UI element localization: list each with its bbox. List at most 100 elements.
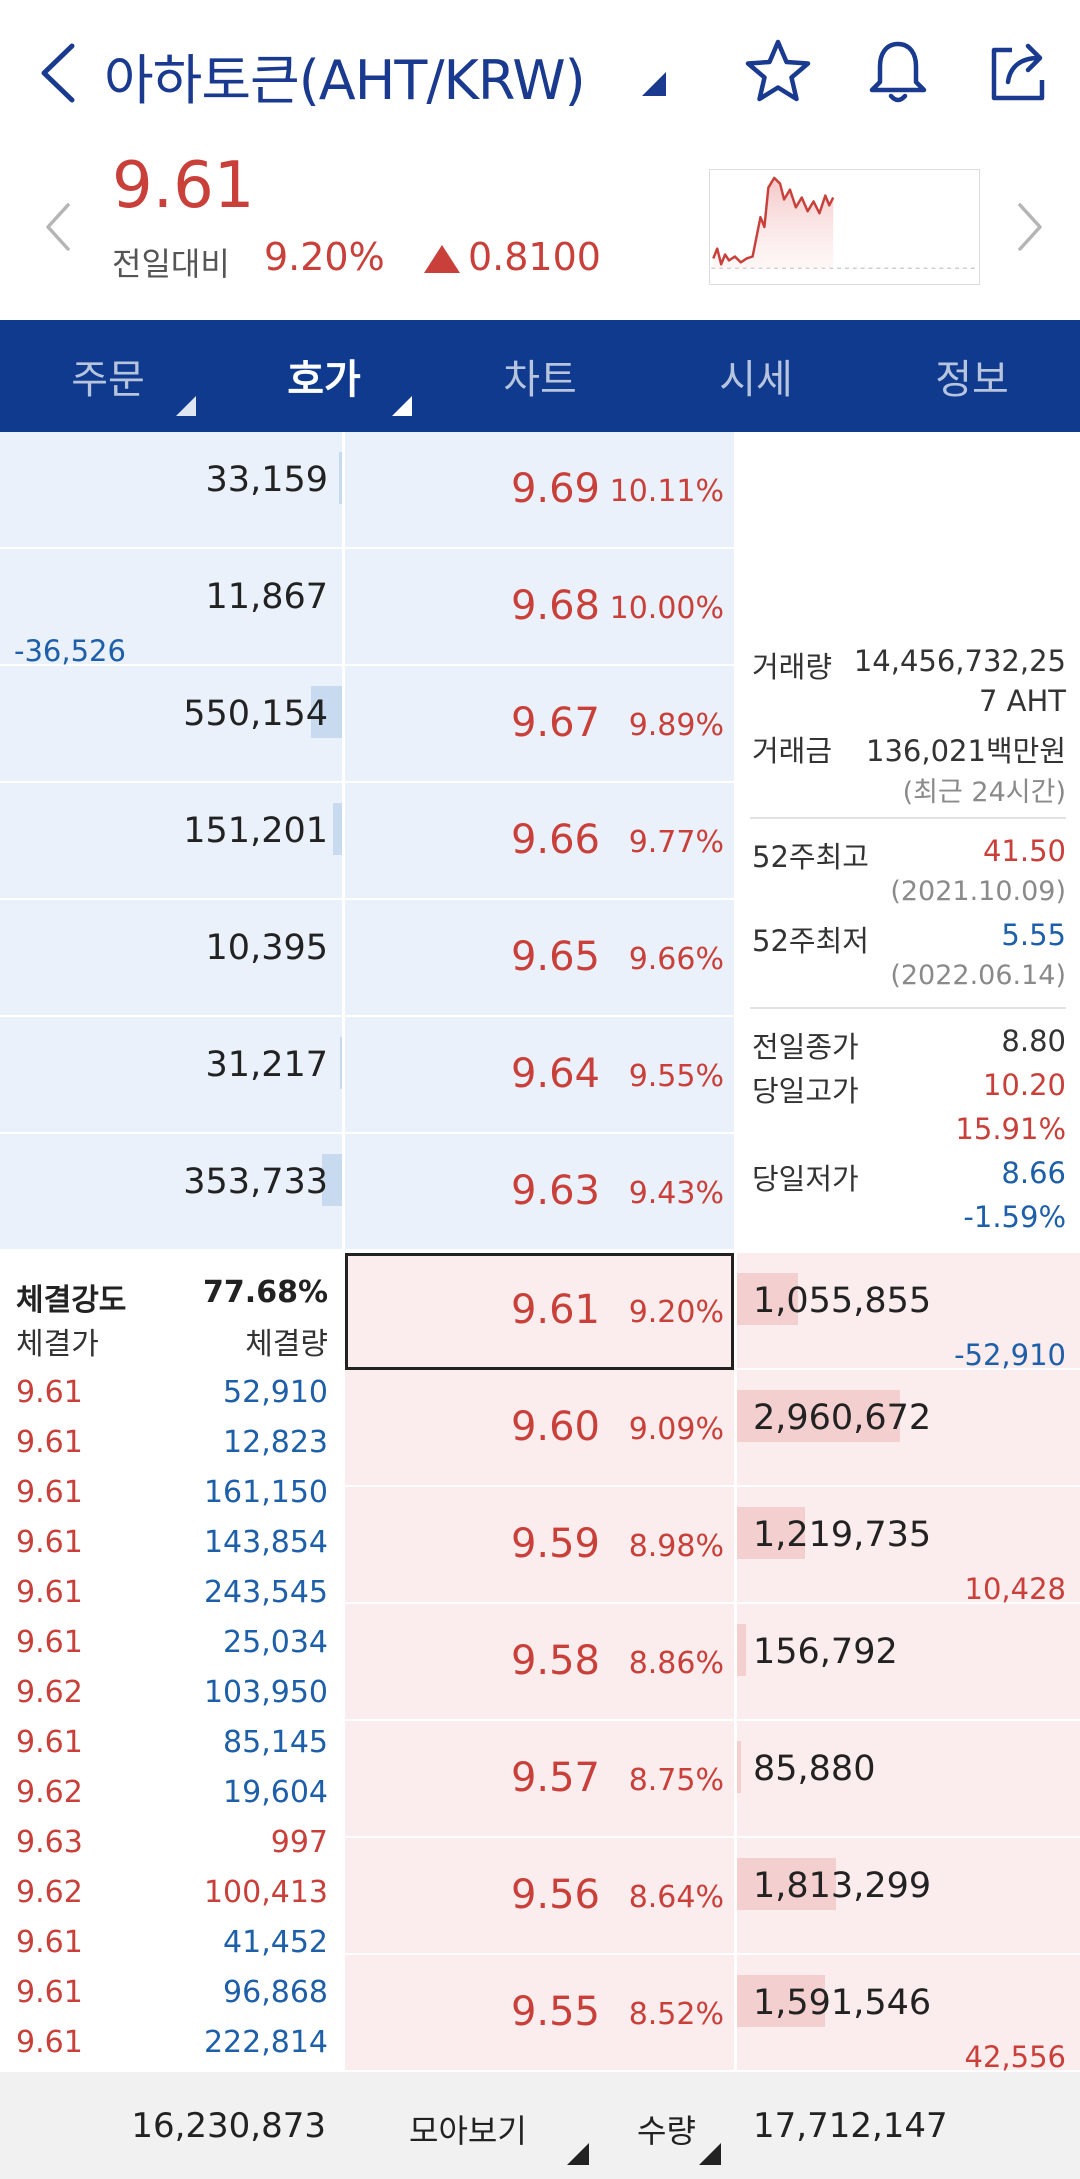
- volume-label: 거래량: [752, 650, 833, 684]
- ask-qty-bar: [340, 1037, 342, 1089]
- tab-market[interactable]: 시세: [648, 320, 864, 432]
- bell-icon[interactable]: [862, 36, 934, 108]
- tab-order[interactable]: 주문: [0, 320, 216, 432]
- bid-qty-bar: [737, 1858, 836, 1910]
- low52-date: (2022.06.14): [890, 960, 1066, 991]
- ask-qty-cell: 33,159: [0, 432, 342, 547]
- bid-percent: 8.98%: [628, 1529, 724, 1564]
- trade-volume: 19,604: [223, 1775, 328, 1810]
- share-icon[interactable]: [982, 36, 1054, 108]
- trade-price: 9.61: [16, 1575, 83, 1610]
- ask-percent: 10.11%: [609, 474, 724, 509]
- bid-price: 9.56: [510, 1872, 600, 1918]
- tab-orderbook[interactable]: 호가: [216, 320, 432, 432]
- ask-price-cell[interactable]: 9.65 9.66%: [345, 900, 734, 1015]
- bid-row[interactable]: 9.56 8.64% 1,813,299: [345, 1838, 1080, 1955]
- trade-volume: 243,545: [203, 1575, 328, 1610]
- dropdown-caret-icon[interactable]: [642, 72, 666, 96]
- bid-price-cell[interactable]: 9.56 8.64%: [345, 1838, 734, 1953]
- bid-qty-bar: [737, 1273, 798, 1325]
- total-bid-cell: 17,712,147: [737, 2072, 1080, 2179]
- trade-price: 9.61: [16, 1925, 83, 1960]
- volume-value-line1: 14,456,732,25: [853, 644, 1066, 678]
- prev-coin-icon[interactable]: [40, 197, 76, 257]
- ask-qty: 33,159: [205, 460, 328, 500]
- ask-price-cell[interactable]: 9.64 9.55%: [345, 1017, 734, 1132]
- tab-info[interactable]: 정보: [864, 320, 1080, 432]
- ask-row[interactable]: 11,867 -36,526 9.68 10.00%: [0, 549, 734, 668]
- tab-chart[interactable]: 차트: [432, 320, 648, 432]
- bid-price: 9.60: [510, 1404, 600, 1450]
- trade-row: 9.61 243,545: [0, 1575, 342, 1625]
- bid-qty-cell: 2,960,672: [737, 1370, 1080, 1485]
- tab-info-label: 정보: [935, 357, 1009, 403]
- bid-price-cell[interactable]: 9.57 8.75%: [345, 1721, 734, 1836]
- trade-volume: 52,910: [223, 1375, 328, 1410]
- ask-percent: 10.00%: [609, 591, 724, 626]
- bid-price-cell[interactable]: 9.55 8.52%: [345, 1955, 734, 2070]
- bid-row[interactable]: 9.57 8.75% 85,880: [345, 1721, 1080, 1838]
- ask-price-cell[interactable]: 9.63 9.43%: [345, 1134, 734, 1249]
- next-coin-icon[interactable]: [1012, 197, 1048, 257]
- bid-qty-bar: [737, 1975, 825, 2027]
- bid-percent: 8.52%: [628, 1997, 724, 2032]
- bid-price-cell[interactable]: 9.58 8.86%: [345, 1604, 734, 1719]
- ask-row[interactable]: 31,217 9.64 9.55%: [0, 1017, 734, 1134]
- ask-price-cell[interactable]: 9.66 9.77%: [345, 783, 734, 898]
- ask-qty-bar: [333, 803, 342, 855]
- bid-percent: 8.64%: [628, 1880, 724, 1915]
- bid-qty-cell: 1,813,299: [737, 1838, 1080, 1953]
- star-icon[interactable]: [742, 36, 814, 108]
- trade-volume: 100,413: [203, 1875, 328, 1910]
- ask-row[interactable]: 353,733 9.63 9.43%: [0, 1134, 734, 1251]
- trade-row: 9.61 161,150: [0, 1475, 342, 1525]
- prev-close-value: 8.80: [1001, 1024, 1066, 1058]
- ask-row[interactable]: 151,201 9.66 9.77%: [0, 783, 734, 900]
- trade-price: 9.61: [16, 1725, 83, 1760]
- current-price: 9.61: [112, 149, 255, 223]
- ask-qty: 10,395: [205, 928, 328, 968]
- trade-row: 9.62 19,604: [0, 1775, 342, 1825]
- quantity-caret-icon[interactable]: [699, 2143, 721, 2165]
- bid-qty-diff: 42,556: [964, 2040, 1066, 2074]
- bid-row[interactable]: 9.59 8.98% 1,219,735 10,428: [345, 1487, 1080, 1606]
- trade-amount-label: 거래금: [752, 734, 833, 768]
- ask-qty-cell: 151,201: [0, 783, 342, 898]
- bid-row[interactable]: 9.61 9.20% 1,055,855 -52,910: [345, 1253, 1080, 1372]
- mini-price-chart[interactable]: [709, 169, 980, 285]
- bid-price: 9.57: [510, 1755, 600, 1801]
- ask-price-cell[interactable]: 9.69 10.11%: [345, 432, 734, 547]
- coin-title[interactable]: 아하토큰(AHT/KRW): [104, 49, 586, 112]
- bid-price-cell[interactable]: 9.61 9.20%: [345, 1253, 734, 1368]
- high52-date: (2021.10.09): [890, 876, 1066, 907]
- bid-price: 9.59: [510, 1521, 600, 1567]
- ask-price-cell[interactable]: 9.67 9.89%: [345, 666, 734, 781]
- bid-qty-bar: [737, 1507, 805, 1559]
- group-view-caret-icon[interactable]: [567, 2143, 589, 2165]
- bid-qty-cell: 1,591,546 42,556: [737, 1955, 1080, 2074]
- trade-price-header: 체결가: [16, 1327, 99, 1362]
- order-book: 33,159 9.69 10.11% 11,867 -36,526 9.68 1…: [0, 432, 1080, 2074]
- bid-row[interactable]: 9.58 8.86% 156,792: [345, 1604, 1080, 1721]
- ask-row[interactable]: 10,395 9.65 9.66%: [0, 900, 734, 1017]
- bid-price-cell[interactable]: 9.60 9.09%: [345, 1370, 734, 1485]
- ask-percent: 9.55%: [628, 1059, 724, 1094]
- ask-row[interactable]: 550,154 9.67 9.89%: [0, 666, 734, 783]
- bid-row[interactable]: 9.60 9.09% 2,960,672: [345, 1370, 1080, 1487]
- volume-value-line2: 7 AHT: [978, 684, 1066, 718]
- ask-row[interactable]: 33,159 9.69 10.11%: [0, 432, 734, 549]
- change-amount: 0.8100: [468, 235, 601, 279]
- group-view-button[interactable]: 모아보기: [409, 2112, 527, 2150]
- bid-price-cell[interactable]: 9.59 8.98%: [345, 1487, 734, 1602]
- divider: [750, 1007, 1066, 1009]
- ask-qty-diff: -36,526: [14, 634, 126, 668]
- quantity-toggle-button[interactable]: 수량: [637, 2112, 696, 2150]
- ask-price-cell[interactable]: 9.68 10.00%: [345, 549, 734, 664]
- bid-qty-bar: [737, 1741, 741, 1793]
- trade-row: 9.61 25,034: [0, 1625, 342, 1675]
- bid-row[interactable]: 9.55 8.52% 1,591,546 42,556: [345, 1955, 1080, 2074]
- trade-row: 9.61 143,854: [0, 1525, 342, 1575]
- ask-price: 9.67: [510, 700, 600, 746]
- back-icon[interactable]: [34, 38, 84, 108]
- ask-percent: 9.66%: [628, 942, 724, 977]
